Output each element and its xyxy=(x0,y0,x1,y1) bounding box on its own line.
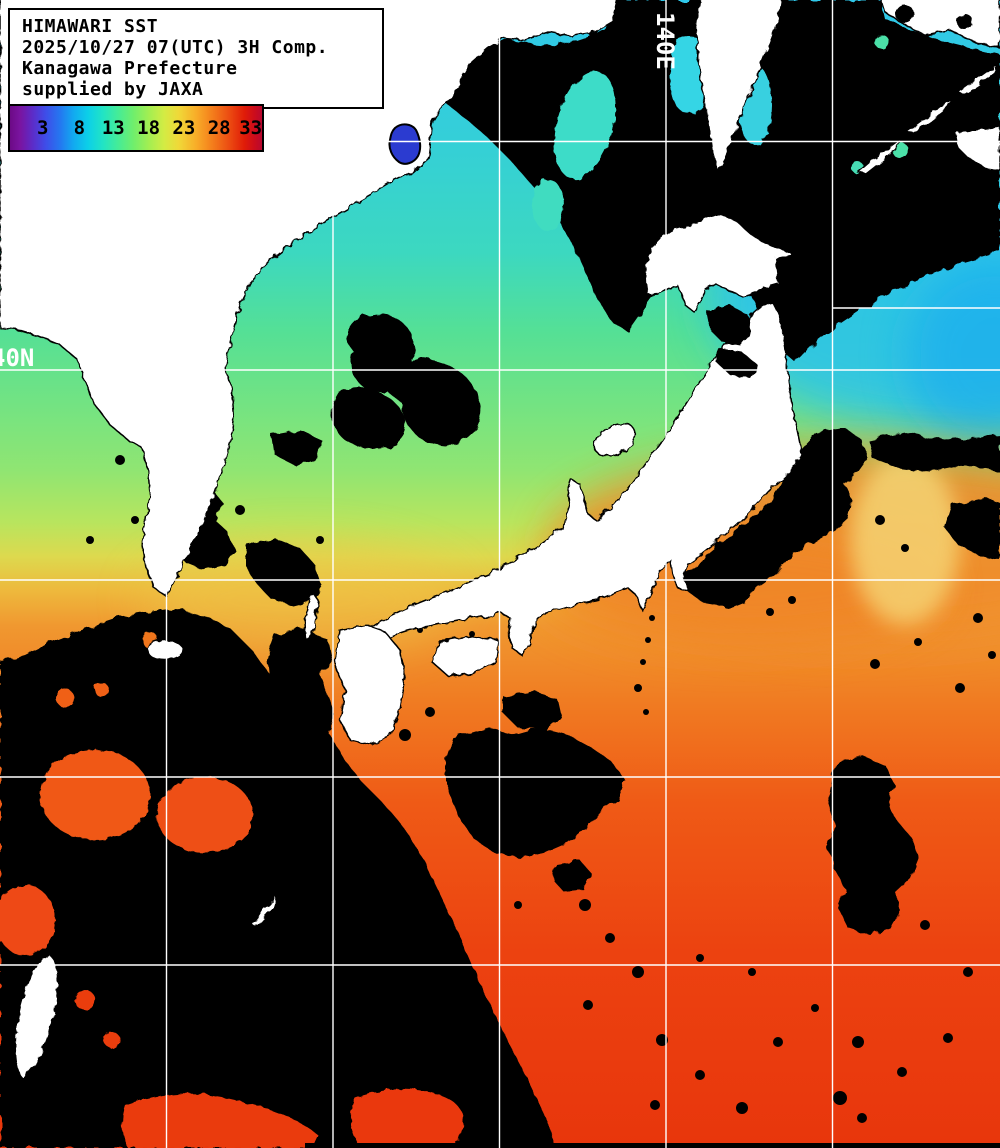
land-okinawa xyxy=(250,892,280,930)
map-datetime: 2025/10/27 07(UTC) 3H Comp. xyxy=(22,37,329,58)
cloud-mass xyxy=(400,359,482,446)
colorbar-tick: 33 xyxy=(239,117,263,139)
colorbar-tick: 18 xyxy=(137,117,161,139)
map-attribution: supplied by JAXA xyxy=(22,79,204,100)
cloud-mass xyxy=(0,608,555,1148)
land-hokkaido xyxy=(644,214,801,314)
temperature-colorbar: 3 8 13 18 23 28 33 xyxy=(8,104,264,152)
land-shikoku xyxy=(431,635,499,677)
map-title: HIMAWARI SST xyxy=(22,16,159,37)
land-right-edge xyxy=(954,125,1000,171)
map-region: Kanagawa Prefecture xyxy=(22,58,238,79)
cloud-mass xyxy=(331,387,407,449)
colorbar-tick: 28 xyxy=(207,117,231,139)
cloud-mass xyxy=(828,755,918,935)
meridian-label-140e: 140E xyxy=(651,12,679,70)
cloud-mass xyxy=(445,728,625,858)
cloud-mass xyxy=(945,498,1000,560)
colorbar-tick: 23 xyxy=(172,117,196,139)
cloud-mass xyxy=(694,428,868,600)
cloud-mass xyxy=(245,538,322,605)
land-honshu xyxy=(356,301,803,657)
land-cheju xyxy=(146,639,184,661)
land-taiwan xyxy=(14,954,59,1079)
cloud-mass xyxy=(553,860,592,892)
colorbar-tick: 3 xyxy=(37,117,49,139)
land-kurils xyxy=(956,61,1000,96)
land-kurils xyxy=(904,97,953,134)
parallel-label-40n: 40N xyxy=(0,344,34,372)
cloud-mass xyxy=(868,432,1000,472)
bottom-data-edge xyxy=(305,1143,1000,1148)
cloud-mass xyxy=(502,690,562,730)
land-kyushu xyxy=(334,624,406,746)
land-sakhalin xyxy=(695,0,783,174)
cloud-mass xyxy=(268,628,335,742)
cloud-mass xyxy=(272,430,322,465)
land-kurils xyxy=(856,137,903,175)
colorbar-tick: 13 xyxy=(101,117,125,139)
cloud-mass xyxy=(682,566,755,608)
colorbar-tick: 8 xyxy=(73,117,86,139)
lake-khanka xyxy=(388,123,422,165)
map-title-box: HIMAWARI SST 2025/10/27 07(UTC) 3H Comp.… xyxy=(8,8,384,109)
land-tsushima xyxy=(304,590,319,642)
land-sado xyxy=(593,422,637,458)
